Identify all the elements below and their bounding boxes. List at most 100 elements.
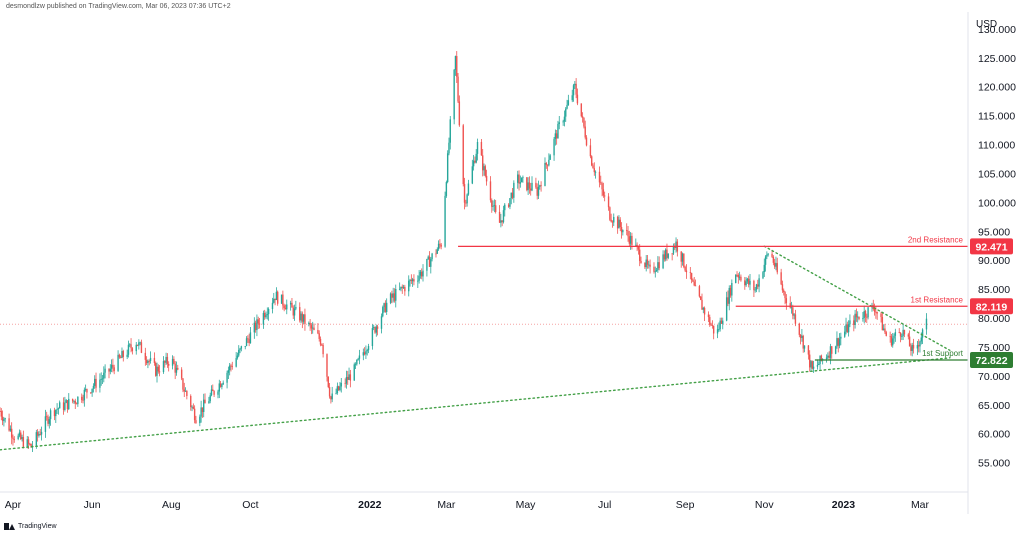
candle-body: [831, 346, 833, 354]
candle-body: [825, 357, 828, 360]
candle-body: [446, 153, 449, 183]
candle-body: [629, 235, 632, 244]
candle-body: [348, 374, 350, 380]
candle-body: [435, 253, 437, 255]
candle-body: [828, 355, 830, 358]
candle-body: [199, 416, 201, 424]
candle-body: [744, 280, 746, 286]
candle-body: [589, 145, 592, 157]
candle-body: [417, 280, 419, 282]
x-tick-label: Oct: [242, 499, 258, 511]
candle-body: [409, 279, 411, 281]
candle-body: [794, 314, 797, 324]
candle-body: [344, 382, 346, 384]
time-axis: Apr Jun Aug Oct 2022 Mar May Jul Sep Nov 2023 Mar: [5, 499, 930, 511]
candle-body: [398, 288, 401, 290]
candle-body: [493, 205, 496, 207]
y-tick-label: 115.000: [978, 111, 1015, 123]
candle-body: [845, 324, 847, 332]
candle-body: [77, 396, 79, 405]
candle-body: [858, 316, 860, 320]
candle-body: [371, 328, 374, 347]
candle-body: [462, 125, 464, 185]
candle-body: [157, 366, 160, 372]
candle-body: [309, 322, 311, 326]
candle-body: [340, 382, 342, 387]
candle-body: [690, 272, 693, 280]
candle-body: [549, 155, 551, 160]
x-tick-label: 2023: [832, 499, 856, 511]
price-pane: 2nd Resistance 1st Resistance 1st Support: [0, 51, 968, 453]
candle-body: [131, 348, 134, 352]
candle-body: [757, 284, 759, 287]
candle-body: [627, 230, 629, 237]
candle-body: [681, 253, 684, 262]
candle-body: [494, 205, 497, 212]
candle-body: [766, 254, 768, 257]
candle-body: [711, 325, 714, 327]
candle-body: [410, 279, 413, 282]
candle-body: [908, 336, 911, 347]
candle-body: [745, 281, 747, 286]
candle-body: [349, 374, 352, 381]
candle-body: [56, 409, 58, 410]
candle-body: [99, 379, 101, 388]
candle-body: [513, 182, 515, 198]
candle-body: [10, 428, 13, 438]
candle-body: [535, 182, 537, 188]
candle-body: [649, 264, 651, 267]
candle-body: [555, 133, 558, 139]
candle-body: [847, 324, 850, 333]
candle-body: [607, 196, 610, 208]
candle-body: [339, 386, 341, 391]
candle-body: [583, 117, 585, 127]
candle-body: [321, 344, 323, 346]
candle-body: [601, 183, 603, 190]
candle-body: [480, 142, 483, 156]
candle-body: [593, 168, 595, 173]
candle-body: [619, 219, 621, 228]
candle-body: [68, 398, 70, 410]
candle-body: [540, 185, 542, 187]
candle-body: [65, 400, 67, 403]
candle-body: [58, 402, 61, 409]
candle-body: [217, 391, 219, 395]
candle-body: [86, 388, 88, 393]
candle-body: [322, 344, 324, 355]
candle-body: [182, 378, 184, 390]
candle-body: [20, 432, 22, 440]
candle-body: [444, 195, 446, 247]
candle-body: [537, 186, 540, 196]
candle-body: [184, 391, 187, 392]
candle-body: [919, 341, 921, 347]
candle-body: [430, 259, 432, 267]
candle-body: [367, 346, 370, 351]
candle-body: [844, 331, 846, 337]
candle-body: [227, 370, 230, 373]
candle-body: [609, 207, 611, 220]
candle-body: [190, 395, 192, 408]
candle-body: [401, 286, 403, 288]
candle-body: [39, 434, 41, 435]
candle-body: [507, 204, 510, 207]
candle-body: [145, 359, 148, 364]
candle-body: [916, 345, 919, 349]
candle-body: [693, 281, 695, 286]
candle-body: [356, 359, 358, 365]
candle-body: [127, 344, 130, 355]
candle-body: [902, 329, 904, 337]
y-tick-label: 120.000: [978, 82, 1016, 94]
candle-body: [353, 364, 355, 381]
candle-body: [720, 320, 723, 324]
x-tick-label: Mar: [911, 499, 930, 511]
candle-body: [431, 253, 433, 260]
candle-body: [709, 317, 711, 325]
candle-body: [440, 244, 442, 247]
candle-body: [291, 302, 293, 308]
y-tick-label: 130.000: [978, 24, 1016, 36]
candle-body: [1, 416, 4, 422]
level-name: 1st Resistance: [911, 295, 964, 304]
candle-body: [725, 297, 728, 321]
candle-body: [419, 271, 422, 276]
